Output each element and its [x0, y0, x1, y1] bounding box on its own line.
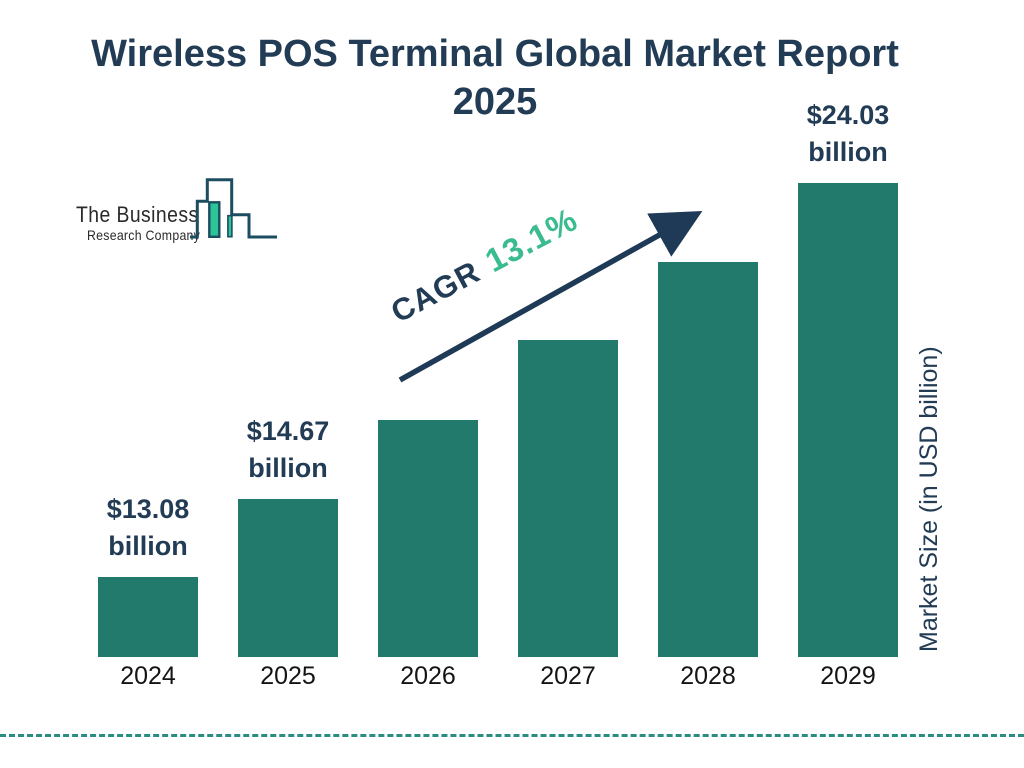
bar-value-label-2024: $13.08 billion [106, 494, 190, 561]
x-axis-tick-2029: 2029 [820, 662, 876, 690]
page-title-line2: 2025 [452, 81, 538, 123]
bottom-dashed-divider [0, 734, 1024, 737]
chart-bar-2024 [98, 577, 198, 657]
page-title: Wireless POS Terminal Global Market Repo… [0, 30, 1024, 126]
y-axis-label: Market Size (in USD billion) [915, 346, 943, 652]
company-logo: The Business Research Company [76, 178, 291, 244]
x-axis-tick-2024: 2024 [120, 662, 176, 690]
x-axis-tick-2026: 2026 [400, 662, 456, 690]
chart-bar-2029 [798, 183, 898, 657]
x-axis-tick-2027: 2027 [540, 662, 596, 690]
bar-value-label-2029: $24.03 billion [806, 100, 890, 167]
bar-chart-logo-icon [190, 178, 277, 239]
logo-company-subtitle: Research Company [87, 227, 201, 243]
chart-bar-2027 [518, 340, 618, 657]
chart-bar-2028 [658, 262, 758, 657]
chart-bar-2026 [378, 420, 478, 657]
x-axis-tick-2025: 2025 [260, 662, 316, 690]
page-title-line1: Wireless POS Terminal Global Market Repo… [91, 33, 899, 75]
x-axis-tick-2028: 2028 [680, 662, 736, 690]
bar-value-label-2025: $14.67 billion [246, 416, 330, 483]
chart-bar-2025 [238, 499, 338, 657]
logo-company-name: The Business [76, 202, 199, 227]
